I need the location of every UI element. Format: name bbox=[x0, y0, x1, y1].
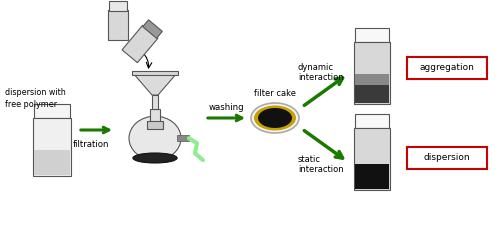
Ellipse shape bbox=[133, 153, 177, 163]
Ellipse shape bbox=[129, 116, 181, 160]
Text: filter cake: filter cake bbox=[254, 89, 296, 98]
Bar bbox=[355, 28, 389, 42]
Bar bbox=[109, 1, 127, 11]
Polygon shape bbox=[139, 77, 171, 94]
Text: aggregation: aggregation bbox=[420, 63, 474, 72]
Bar bbox=[355, 164, 389, 189]
Bar bbox=[177, 135, 189, 141]
Text: dispersion with
free polymer: dispersion with free polymer bbox=[5, 88, 66, 109]
FancyBboxPatch shape bbox=[407, 57, 487, 79]
Bar bbox=[132, 71, 178, 75]
Text: dynamic
interaction: dynamic interaction bbox=[298, 63, 344, 82]
Bar bbox=[147, 121, 163, 129]
Bar bbox=[33, 118, 71, 176]
Bar bbox=[355, 114, 389, 128]
Text: static
interaction: static interaction bbox=[298, 155, 344, 174]
Text: filtration: filtration bbox=[73, 140, 109, 149]
Text: washing: washing bbox=[208, 103, 244, 112]
Bar bbox=[355, 74, 389, 86]
FancyBboxPatch shape bbox=[407, 147, 487, 169]
Bar bbox=[354, 128, 390, 190]
Bar bbox=[122, 25, 158, 63]
Bar bbox=[142, 20, 163, 38]
Bar bbox=[150, 109, 160, 127]
Polygon shape bbox=[133, 73, 177, 95]
Bar bbox=[34, 104, 70, 118]
Bar bbox=[354, 42, 390, 104]
Bar bbox=[34, 150, 70, 175]
Ellipse shape bbox=[251, 103, 299, 133]
Bar bbox=[108, 10, 128, 40]
Text: dispersion: dispersion bbox=[424, 153, 470, 162]
Bar bbox=[152, 95, 158, 109]
Ellipse shape bbox=[258, 108, 292, 128]
Bar bbox=[355, 86, 389, 103]
Ellipse shape bbox=[254, 106, 296, 130]
